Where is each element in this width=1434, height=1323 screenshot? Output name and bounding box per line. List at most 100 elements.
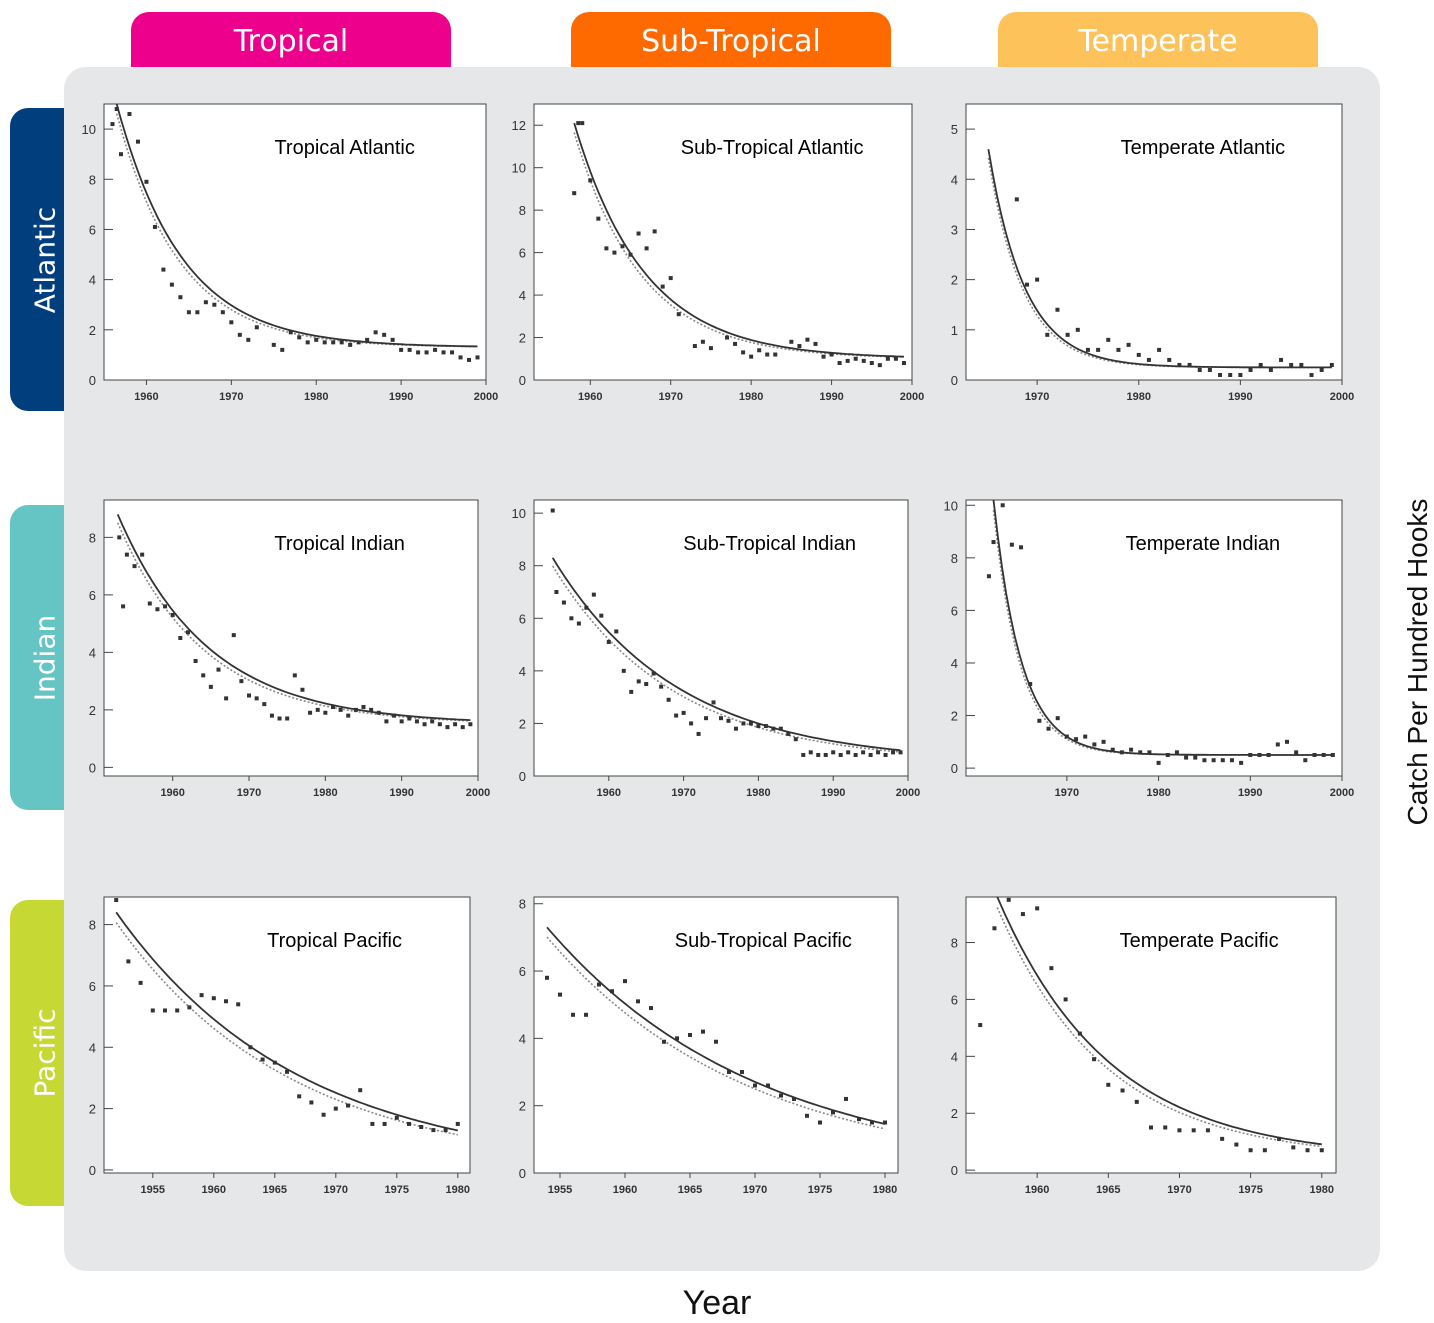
plot-frame bbox=[965, 103, 1343, 381]
chart-svg: 0 2 4 6 8 10 1970 1980 1990 2000 Temperate Indian bbox=[944, 498, 1355, 799]
data-point bbox=[300, 687, 305, 692]
y-tick-label: 4 bbox=[951, 172, 958, 187]
data-point bbox=[356, 340, 361, 345]
data-point bbox=[877, 363, 882, 368]
data-point bbox=[297, 1094, 302, 1099]
x-tick-label: 1960 bbox=[597, 787, 621, 799]
data-point bbox=[596, 216, 601, 221]
data-point bbox=[838, 752, 843, 757]
x-tick-label: 1960 bbox=[1025, 1184, 1049, 1196]
y-tick-label: 0 bbox=[951, 373, 958, 388]
x-tick-label: 1980 bbox=[1146, 787, 1170, 799]
y-tick-label: 4 bbox=[89, 273, 96, 288]
data-point bbox=[114, 107, 119, 112]
data-point bbox=[816, 752, 821, 757]
data-point bbox=[297, 335, 302, 340]
data-point bbox=[719, 716, 723, 721]
data-point bbox=[212, 302, 217, 307]
data-point bbox=[467, 357, 472, 362]
data-point bbox=[1193, 755, 1198, 760]
x-axis-label: Year bbox=[682, 1284, 752, 1322]
data-point bbox=[346, 1103, 350, 1108]
y-tick-label: 2 bbox=[89, 1102, 96, 1117]
data-point bbox=[1149, 1125, 1153, 1130]
panel-title: Tropical Atlantic bbox=[274, 137, 414, 159]
data-point bbox=[124, 552, 129, 557]
chart-svg: 0 2 4 6 8 1960 1970 1980 1990 2000 Tropical Indian bbox=[89, 499, 490, 799]
data-point bbox=[450, 350, 455, 355]
data-point bbox=[475, 355, 480, 360]
plot-temperate-pacific: 0 2 4 6 8 1960 1965 1970 1975 1980 Temperate Pacif… bbox=[936, 896, 1337, 1199]
y-tick-label: 8 bbox=[89, 918, 96, 933]
data-point bbox=[161, 267, 166, 272]
data-point bbox=[254, 696, 259, 701]
data-point bbox=[399, 347, 404, 352]
y-tick-label: 6 bbox=[519, 964, 526, 979]
data-point bbox=[651, 671, 656, 676]
x-tick-label: 1980 bbox=[446, 1184, 470, 1196]
data-point bbox=[424, 350, 429, 355]
data-point bbox=[597, 982, 601, 987]
panel-title: Tropical Pacific bbox=[267, 930, 402, 952]
data-point bbox=[390, 337, 395, 342]
data-point bbox=[666, 697, 671, 702]
fit-curve bbox=[551, 557, 901, 752]
data-point bbox=[1126, 342, 1131, 347]
data-point bbox=[757, 348, 762, 353]
data-point bbox=[829, 352, 834, 357]
data-point bbox=[1165, 752, 1170, 757]
data-point bbox=[407, 347, 412, 352]
data-point bbox=[1110, 747, 1115, 752]
data-point bbox=[1014, 197, 1019, 202]
y-tick-label: 6 bbox=[89, 979, 96, 994]
data-point bbox=[1129, 747, 1134, 752]
x-tick-label: 1980 bbox=[746, 787, 770, 799]
data-point bbox=[1289, 362, 1294, 367]
y-tick-label: 12 bbox=[512, 118, 526, 133]
row-tab-label: Atlantic bbox=[28, 206, 62, 313]
x-tick-label: 1980 bbox=[1310, 1184, 1334, 1196]
data-point bbox=[1019, 545, 1024, 550]
data-point bbox=[588, 178, 593, 183]
data-point bbox=[659, 684, 664, 689]
data-point bbox=[623, 979, 627, 984]
data-point bbox=[674, 713, 679, 718]
data-point bbox=[576, 121, 581, 126]
plot-sub-tropical-indian: 0 2 4 6 8 10 1960 1970 1980 1990 2000 Sub-Tropical … bbox=[504, 499, 920, 802]
data-point bbox=[727, 1070, 731, 1075]
data-point bbox=[199, 993, 204, 998]
data-point bbox=[1064, 734, 1069, 739]
y-tick-label: 10 bbox=[82, 122, 96, 137]
plot-tropical-pacific: 0 2 4 6 8 1955 1960 1965 1970 1975 1980 Tropical Pa… bbox=[74, 896, 471, 1199]
y-tick-label: 4 bbox=[519, 288, 526, 303]
data-point bbox=[224, 999, 228, 1004]
data-point bbox=[1277, 1136, 1282, 1141]
plot-temperate-indian: 0 2 4 6 8 10 1970 1980 1990 2000 Temperate Indian bbox=[936, 498, 1355, 802]
data-point bbox=[1055, 716, 1060, 721]
x-tick-label: 1960 bbox=[613, 1184, 637, 1196]
data-point bbox=[443, 1128, 448, 1133]
fit-curve bbox=[546, 926, 886, 1125]
data-point bbox=[853, 356, 858, 361]
y-tick-label: 2 bbox=[951, 709, 958, 724]
data-point bbox=[689, 721, 694, 726]
data-point bbox=[741, 721, 746, 726]
data-point bbox=[805, 1113, 809, 1118]
data-point bbox=[610, 989, 614, 994]
data-point bbox=[1092, 1057, 1097, 1062]
data-point bbox=[1312, 752, 1317, 757]
fit-curve bbox=[116, 514, 471, 721]
data-point bbox=[1119, 750, 1124, 755]
column-tab-label: Temperate bbox=[1078, 24, 1238, 59]
data-point bbox=[1239, 760, 1244, 765]
data-point bbox=[254, 325, 259, 330]
data-point bbox=[741, 350, 746, 355]
data-point bbox=[331, 340, 336, 345]
data-point bbox=[280, 347, 285, 352]
data-point bbox=[163, 604, 168, 609]
data-point bbox=[733, 726, 738, 731]
data-point bbox=[1321, 752, 1326, 757]
data-point bbox=[455, 1121, 460, 1126]
data-point bbox=[749, 354, 754, 359]
data-point bbox=[599, 613, 604, 618]
